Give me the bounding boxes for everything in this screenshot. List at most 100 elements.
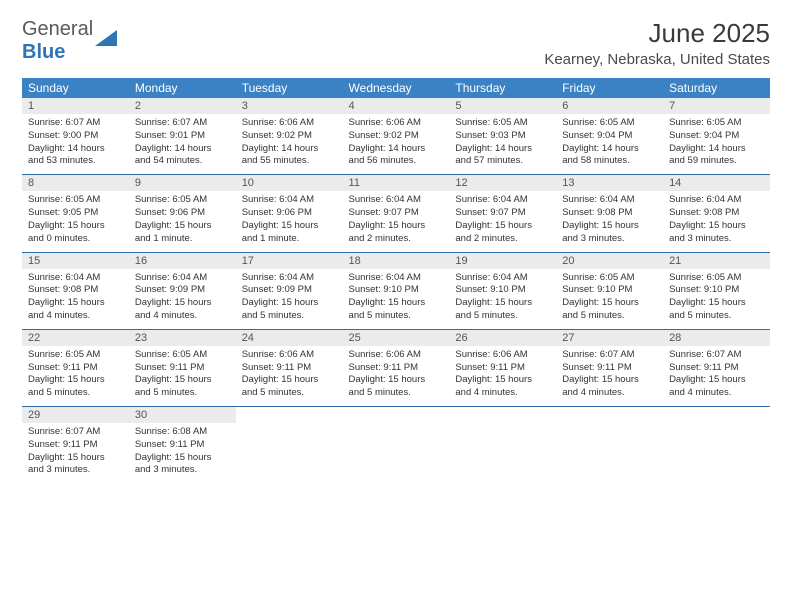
calendar-cell: 6Sunrise: 6:05 AMSunset: 9:04 PMDaylight…: [556, 98, 663, 175]
daylight-text: Daylight: 14 hours and 59 minutes.: [669, 143, 764, 169]
day-body: Sunrise: 6:05 AMSunset: 9:11 PMDaylight:…: [22, 346, 129, 406]
daylight-text: Daylight: 15 hours and 3 minutes.: [562, 220, 657, 246]
sunset-text: Sunset: 9:01 PM: [135, 130, 230, 143]
daylight-text: Daylight: 15 hours and 5 minutes.: [562, 297, 657, 323]
sunset-text: Sunset: 9:10 PM: [349, 284, 444, 297]
day-body: Sunrise: 6:04 AMSunset: 9:08 PMDaylight:…: [556, 191, 663, 251]
daylight-text: Daylight: 14 hours and 54 minutes.: [135, 143, 230, 169]
daylight-text: Daylight: 14 hours and 53 minutes.: [28, 143, 123, 169]
sunrise-text: Sunrise: 6:04 AM: [349, 194, 444, 207]
calendar-cell: 11Sunrise: 6:04 AMSunset: 9:07 PMDayligh…: [343, 175, 450, 252]
day-body: Sunrise: 6:08 AMSunset: 9:11 PMDaylight:…: [129, 423, 236, 483]
sunrise-text: Sunrise: 6:06 AM: [242, 117, 337, 130]
day-body: Sunrise: 6:04 AMSunset: 9:08 PMDaylight:…: [663, 191, 770, 251]
day-body: Sunrise: 6:05 AMSunset: 9:04 PMDaylight:…: [663, 114, 770, 174]
day-number: 13: [556, 175, 663, 191]
calendar-cell: 26Sunrise: 6:06 AMSunset: 9:11 PMDayligh…: [449, 329, 556, 406]
day-body: Sunrise: 6:05 AMSunset: 9:04 PMDaylight:…: [556, 114, 663, 174]
day-body: Sunrise: 6:05 AMSunset: 9:06 PMDaylight:…: [129, 191, 236, 251]
day-number: 21: [663, 253, 770, 269]
day-number: 28: [663, 330, 770, 346]
sunrise-text: Sunrise: 6:06 AM: [349, 117, 444, 130]
calendar-cell: 16Sunrise: 6:04 AMSunset: 9:09 PMDayligh…: [129, 252, 236, 329]
calendar-cell: 13Sunrise: 6:04 AMSunset: 9:08 PMDayligh…: [556, 175, 663, 252]
logo-text-gray: General: [22, 18, 93, 40]
sunset-text: Sunset: 9:11 PM: [455, 362, 550, 375]
calendar-table: SundayMondayTuesdayWednesdayThursdayFrid…: [22, 78, 770, 483]
day-body: Sunrise: 6:07 AMSunset: 9:01 PMDaylight:…: [129, 114, 236, 174]
sunrise-text: Sunrise: 6:06 AM: [242, 349, 337, 362]
sunset-text: Sunset: 9:07 PM: [455, 207, 550, 220]
sunset-text: Sunset: 9:09 PM: [135, 284, 230, 297]
sunset-text: Sunset: 9:03 PM: [455, 130, 550, 143]
calendar-cell: [556, 407, 663, 484]
sunrise-text: Sunrise: 6:05 AM: [562, 272, 657, 285]
calendar-cell: 19Sunrise: 6:04 AMSunset: 9:10 PMDayligh…: [449, 252, 556, 329]
daylight-text: Daylight: 15 hours and 3 minutes.: [669, 220, 764, 246]
sunrise-text: Sunrise: 6:04 AM: [242, 272, 337, 285]
calendar-cell: 21Sunrise: 6:05 AMSunset: 9:10 PMDayligh…: [663, 252, 770, 329]
weekday-header: Friday: [556, 78, 663, 98]
daylight-text: Daylight: 15 hours and 4 minutes.: [455, 374, 550, 400]
day-body: Sunrise: 6:06 AMSunset: 9:11 PMDaylight:…: [449, 346, 556, 406]
daylight-text: Daylight: 15 hours and 5 minutes.: [242, 297, 337, 323]
daylight-text: Daylight: 15 hours and 4 minutes.: [669, 374, 764, 400]
day-body: Sunrise: 6:07 AMSunset: 9:11 PMDaylight:…: [663, 346, 770, 406]
daylight-text: Daylight: 15 hours and 2 minutes.: [349, 220, 444, 246]
day-body: Sunrise: 6:04 AMSunset: 9:10 PMDaylight:…: [449, 269, 556, 329]
sunrise-text: Sunrise: 6:07 AM: [562, 349, 657, 362]
daylight-text: Daylight: 15 hours and 5 minutes.: [135, 374, 230, 400]
logo: General Blue: [22, 18, 121, 64]
calendar-cell: 14Sunrise: 6:04 AMSunset: 9:08 PMDayligh…: [663, 175, 770, 252]
sunset-text: Sunset: 9:09 PM: [242, 284, 337, 297]
day-number: 23: [129, 330, 236, 346]
weekday-header: Tuesday: [236, 78, 343, 98]
sunrise-text: Sunrise: 6:06 AM: [455, 349, 550, 362]
daylight-text: Daylight: 15 hours and 5 minutes.: [349, 374, 444, 400]
day-body: Sunrise: 6:04 AMSunset: 9:08 PMDaylight:…: [22, 269, 129, 329]
sunrise-text: Sunrise: 6:07 AM: [669, 349, 764, 362]
sunrise-text: Sunrise: 6:04 AM: [28, 272, 123, 285]
sunset-text: Sunset: 9:06 PM: [242, 207, 337, 220]
calendar-cell: 5Sunrise: 6:05 AMSunset: 9:03 PMDaylight…: [449, 98, 556, 175]
sunrise-text: Sunrise: 6:08 AM: [135, 426, 230, 439]
calendar-cell: 27Sunrise: 6:07 AMSunset: 9:11 PMDayligh…: [556, 329, 663, 406]
calendar-cell: [663, 407, 770, 484]
day-number: 12: [449, 175, 556, 191]
day-number: 5: [449, 98, 556, 114]
sunset-text: Sunset: 9:08 PM: [28, 284, 123, 297]
sunrise-text: Sunrise: 6:05 AM: [135, 194, 230, 207]
day-number: 18: [343, 253, 450, 269]
month-title: June 2025: [544, 18, 770, 49]
sunset-text: Sunset: 9:07 PM: [349, 207, 444, 220]
daylight-text: Daylight: 15 hours and 4 minutes.: [562, 374, 657, 400]
calendar-cell: 23Sunrise: 6:05 AMSunset: 9:11 PMDayligh…: [129, 329, 236, 406]
sunset-text: Sunset: 9:02 PM: [349, 130, 444, 143]
day-number: 9: [129, 175, 236, 191]
sunset-text: Sunset: 9:11 PM: [242, 362, 337, 375]
sunset-text: Sunset: 9:10 PM: [669, 284, 764, 297]
day-body: Sunrise: 6:04 AMSunset: 9:09 PMDaylight:…: [129, 269, 236, 329]
sunrise-text: Sunrise: 6:07 AM: [28, 426, 123, 439]
day-number: 20: [556, 253, 663, 269]
day-body: Sunrise: 6:05 AMSunset: 9:10 PMDaylight:…: [663, 269, 770, 329]
calendar-cell: 15Sunrise: 6:04 AMSunset: 9:08 PMDayligh…: [22, 252, 129, 329]
day-number: 17: [236, 253, 343, 269]
weekday-header: Monday: [129, 78, 236, 98]
sunset-text: Sunset: 9:02 PM: [242, 130, 337, 143]
day-number: 26: [449, 330, 556, 346]
day-number: 27: [556, 330, 663, 346]
calendar-cell: [236, 407, 343, 484]
day-number: 16: [129, 253, 236, 269]
daylight-text: Daylight: 14 hours and 55 minutes.: [242, 143, 337, 169]
daylight-text: Daylight: 14 hours and 57 minutes.: [455, 143, 550, 169]
sunrise-text: Sunrise: 6:04 AM: [455, 272, 550, 285]
sunset-text: Sunset: 9:11 PM: [349, 362, 444, 375]
sunrise-text: Sunrise: 6:04 AM: [349, 272, 444, 285]
weekday-header: Saturday: [663, 78, 770, 98]
day-body: Sunrise: 6:07 AMSunset: 9:11 PMDaylight:…: [556, 346, 663, 406]
day-body: Sunrise: 6:06 AMSunset: 9:02 PMDaylight:…: [236, 114, 343, 174]
logo-text: General Blue: [22, 18, 93, 64]
sunset-text: Sunset: 9:08 PM: [562, 207, 657, 220]
sunset-text: Sunset: 9:06 PM: [135, 207, 230, 220]
